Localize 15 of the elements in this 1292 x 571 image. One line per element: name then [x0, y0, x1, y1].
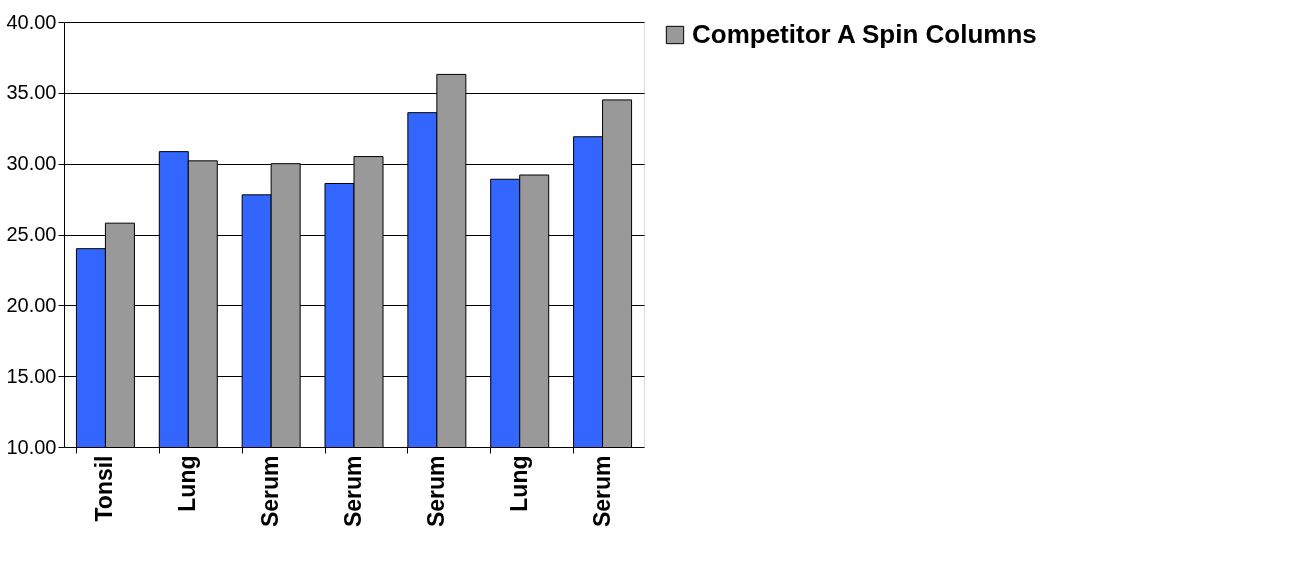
y-tick-label: 10.00	[6, 435, 57, 458]
y-tick-label: 20.00	[6, 293, 57, 316]
y-tick-label: 40.00	[6, 10, 57, 33]
y-tick-label: 25.00	[6, 223, 57, 245]
y-tick-label: 30.00	[6, 152, 57, 175]
y-tick-label: 35.00	[6, 81, 57, 104]
x-tick-label: Serum	[588, 455, 615, 528]
x-tick-label: Tonsil	[91, 455, 118, 522]
x-tick-label: Lung	[174, 455, 201, 512]
x-tick-label: Serum	[422, 455, 449, 528]
x-tick-label: Serum	[257, 455, 284, 528]
x-tick-label: Lung	[505, 455, 532, 512]
y-tick-label: 15.00	[6, 364, 57, 387]
x-tick-label: Serum	[340, 455, 366, 528]
legend-label: Competitor A Spin Columns	[692, 19, 1037, 49]
